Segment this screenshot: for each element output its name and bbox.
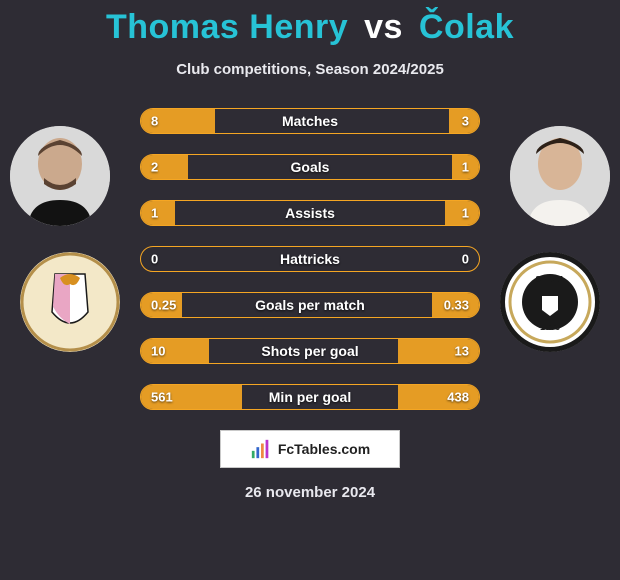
stat-fill-left: [141, 155, 188, 179]
vs-text: vs: [364, 8, 403, 46]
stat-value-right: 438: [447, 390, 469, 405]
player2-name: Čolak: [419, 8, 514, 46]
stat-label: Shots per goal: [261, 343, 358, 359]
stat-bar: 2 1 Goals: [140, 154, 480, 180]
stat-label: Min per goal: [269, 389, 351, 405]
subtitle: Club competitions, Season 2024/2025: [0, 61, 620, 78]
stat-value-right: 1: [462, 160, 469, 175]
stat-value-left: 0: [151, 252, 158, 267]
comparison-title: Thomas Henry vs Čolak: [0, 0, 620, 47]
stat-label: Matches: [282, 113, 338, 129]
stats-container: 8 3 Matches 2 1 Goals 1 1 Assists 0 0 Hattricks 0.25…: [140, 108, 480, 410]
stat-value-left: 1: [151, 206, 158, 221]
player1-avatar: [10, 126, 110, 226]
fctables-logo-text: FcTables.com: [278, 441, 370, 457]
svg-text:1906: 1906: [540, 322, 560, 332]
stat-value-left: 0.25: [151, 298, 176, 313]
fctables-logo-badge: FcTables.com: [220, 430, 400, 468]
stat-label: Hattricks: [280, 251, 340, 267]
player2-club-crest: SPEZIA 1906: [500, 252, 600, 352]
stat-value-right: 0: [462, 252, 469, 267]
stat-value-right: 13: [455, 344, 469, 359]
svg-text:SPEZIA: SPEZIA: [536, 275, 565, 284]
stat-value-left: 8: [151, 114, 158, 129]
stat-value-left: 561: [151, 390, 173, 405]
comparison-date: 26 november 2024: [0, 484, 620, 501]
stat-bar: 0 0 Hattricks: [140, 246, 480, 272]
stat-bar: 10 13 Shots per goal: [140, 338, 480, 364]
player1-name: Thomas Henry: [106, 8, 348, 46]
stat-bar: 8 3 Matches: [140, 108, 480, 134]
stat-bar: 1 1 Assists: [140, 200, 480, 226]
stat-value-right: 0.33: [444, 298, 469, 313]
stat-bar: 561 438 Min per goal: [140, 384, 480, 410]
stat-label: Goals per match: [255, 297, 365, 313]
fctables-logo-icon: [250, 438, 272, 460]
stat-value-right: 1: [462, 206, 469, 221]
player1-club-crest: [20, 252, 120, 352]
stat-label: Goals: [291, 159, 330, 175]
stat-label: Assists: [285, 205, 335, 221]
stat-value-left: 2: [151, 160, 158, 175]
stat-bar: 0.25 0.33 Goals per match: [140, 292, 480, 318]
player2-avatar: [510, 126, 610, 226]
stat-value-right: 3: [462, 114, 469, 129]
stat-value-left: 10: [151, 344, 165, 359]
